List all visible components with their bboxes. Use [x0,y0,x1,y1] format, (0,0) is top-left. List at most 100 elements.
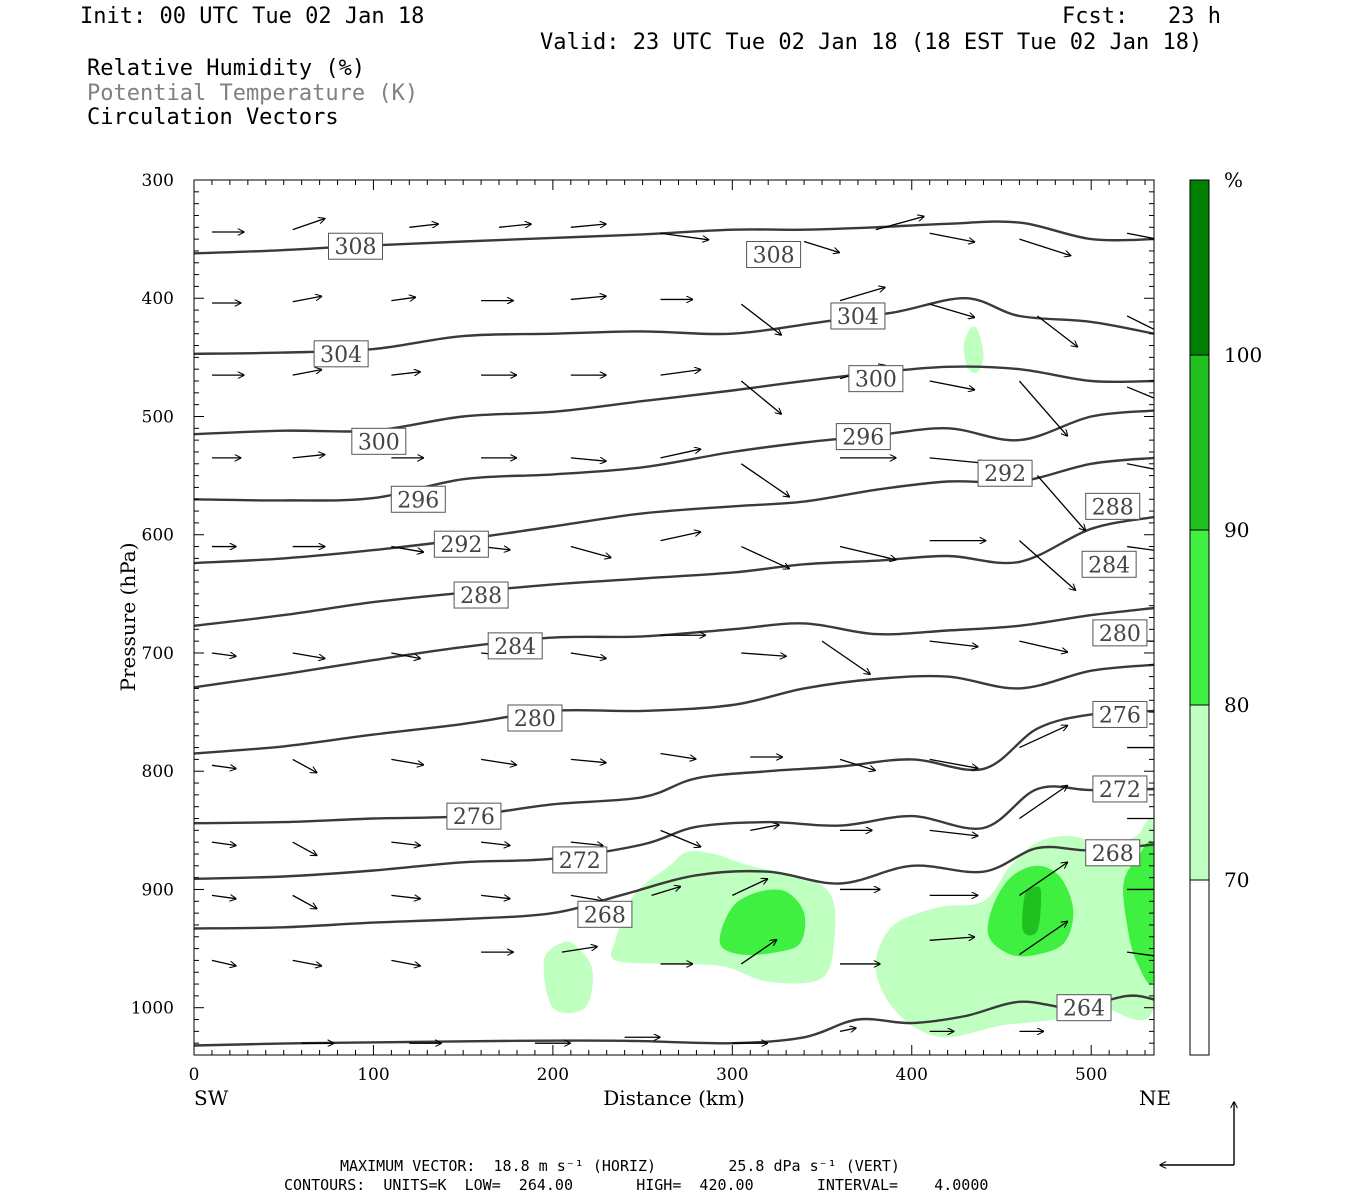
colorbar-segment [1190,180,1209,355]
circulation-vector [929,829,978,836]
circulation-vector [570,759,606,762]
isentrope-label-text: 268 [584,903,626,928]
circulation-vector [570,458,606,461]
isentrope-288 [194,515,1154,627]
circulation-vector [839,545,896,560]
isentrope-300 [194,365,1154,436]
isentrope-label-text: 304 [320,343,362,368]
circulation-vector [839,287,885,302]
isentrope-label-box [507,704,563,732]
isentrope-label-box [1092,700,1148,728]
colorbar-level-label: 80 [1224,693,1249,717]
colorbar-segment [1190,355,1209,530]
isentrope-label-280: 280 [1092,619,1148,647]
isentrope-label-308: 308 [327,232,383,260]
circulation-vector [875,216,924,231]
isentrope-label-288: 288 [453,581,509,609]
circulation-vector [211,765,236,768]
y-tick-label: 600 [142,526,174,546]
colorbar-segment [1190,880,1209,1055]
isentrope-272 [194,785,1154,880]
circulation-vector [740,463,789,497]
isentrope-label-layer: 308 3083043043003002962962922922882882842… [313,232,1148,1022]
circulation-vector [391,895,420,898]
init-time: Init: 00 UTC Tue 02 Jan 18 [80,4,425,29]
circulation-vector [1018,380,1067,436]
circulation-vector [1019,786,1067,820]
circulation-vector [292,959,322,966]
circulation-vector [803,240,839,252]
isentrope-label-box [453,581,509,609]
circulation-vector [570,842,603,845]
isentrope-label-box [446,802,502,830]
isentrope-label-276: 276 [1092,700,1148,728]
isentrope-label-box [1081,550,1137,578]
circulation-vector [292,652,325,659]
isentrope-label-text: 284 [494,635,536,660]
y-tick-label: 900 [142,880,174,900]
circulation-vector [1018,540,1075,591]
isentrope-label-text: 280 [1099,622,1141,647]
x-tick-label: 200 [537,1065,569,1085]
isentrope-label-box [552,846,608,874]
circulation-vector [570,224,606,227]
isentrope-label-text: 292 [440,533,482,558]
isentrope-label-272: 272 [552,846,608,874]
circulation-vector [211,895,236,898]
isentrope-label-304: 304 [313,340,369,368]
circulation-vector [498,224,531,227]
humidity-area-80 [1123,840,1154,985]
circulation-vector [929,380,975,390]
isentrope-label-288: 288 [1085,492,1141,520]
circulation-vector [929,937,975,940]
circulation-vector [211,842,236,845]
isentrope-label-text: 296 [842,426,884,451]
isentrope-label-text: 272 [1099,778,1141,803]
humidity-fill-layer [543,326,1154,1038]
isentrope-label-300: 300 [848,365,904,393]
colorbar-level-label: 100 [1224,343,1262,367]
isentrope-label-284: 284 [1081,550,1137,578]
legend-circulation-vectors: Circulation Vectors [87,105,339,130]
circulation-vector [741,545,789,569]
legend-potential-temperature: Potential Temperature (K) [87,81,419,106]
legend-relative-humidity: Relative Humidity (%) [87,56,366,81]
y-tick-label: 500 [142,407,174,427]
isentrope-label-box [327,232,383,260]
isentrope-label-268: 268 [577,900,633,928]
circulation-vector [481,895,510,898]
isentrope-label-box [977,459,1033,487]
circulation-vector [1019,238,1070,256]
circulation-vector [570,894,603,901]
y-tick-label: 1000 [131,999,174,1019]
isentrope-label-292: 292 [977,459,1033,487]
isentrope-label-280: 280 [507,704,563,732]
endpoint-right-label: NE [1139,1086,1171,1110]
humidity-area-70 [543,941,593,1014]
isentrope-label-box [433,530,489,558]
circulation-vector [741,653,786,656]
isentrope-label-text: 308 [753,243,795,268]
x-tick-label: 500 [1075,1065,1107,1085]
circulation-vector [660,232,709,240]
circulation-vector [1126,545,1154,551]
isentrope-label-box [1092,775,1148,803]
isentrope-label-text: 280 [514,707,556,732]
circulation-vector [1126,315,1154,331]
circulation-vector [929,232,975,242]
isentrope-264 [194,994,1154,1047]
circulation-vector [292,219,325,231]
circulation-vector [929,303,975,317]
colorbar-unit: % [1224,168,1243,192]
isentrope-label-304: 304 [830,302,886,330]
isentrope-label-text: 304 [837,305,879,330]
isentrope-label-text: 300 [855,368,897,393]
circulation-vector [660,532,701,542]
circulation-vector [1126,951,1154,957]
circulation-vector [292,370,322,376]
isentrope-label-text: 264 [1063,997,1105,1022]
isentrope-304 [194,296,1154,355]
circulation-vector [570,296,606,299]
isentrope-label-box [1085,839,1141,867]
isentrope-label-text: 276 [453,805,495,830]
